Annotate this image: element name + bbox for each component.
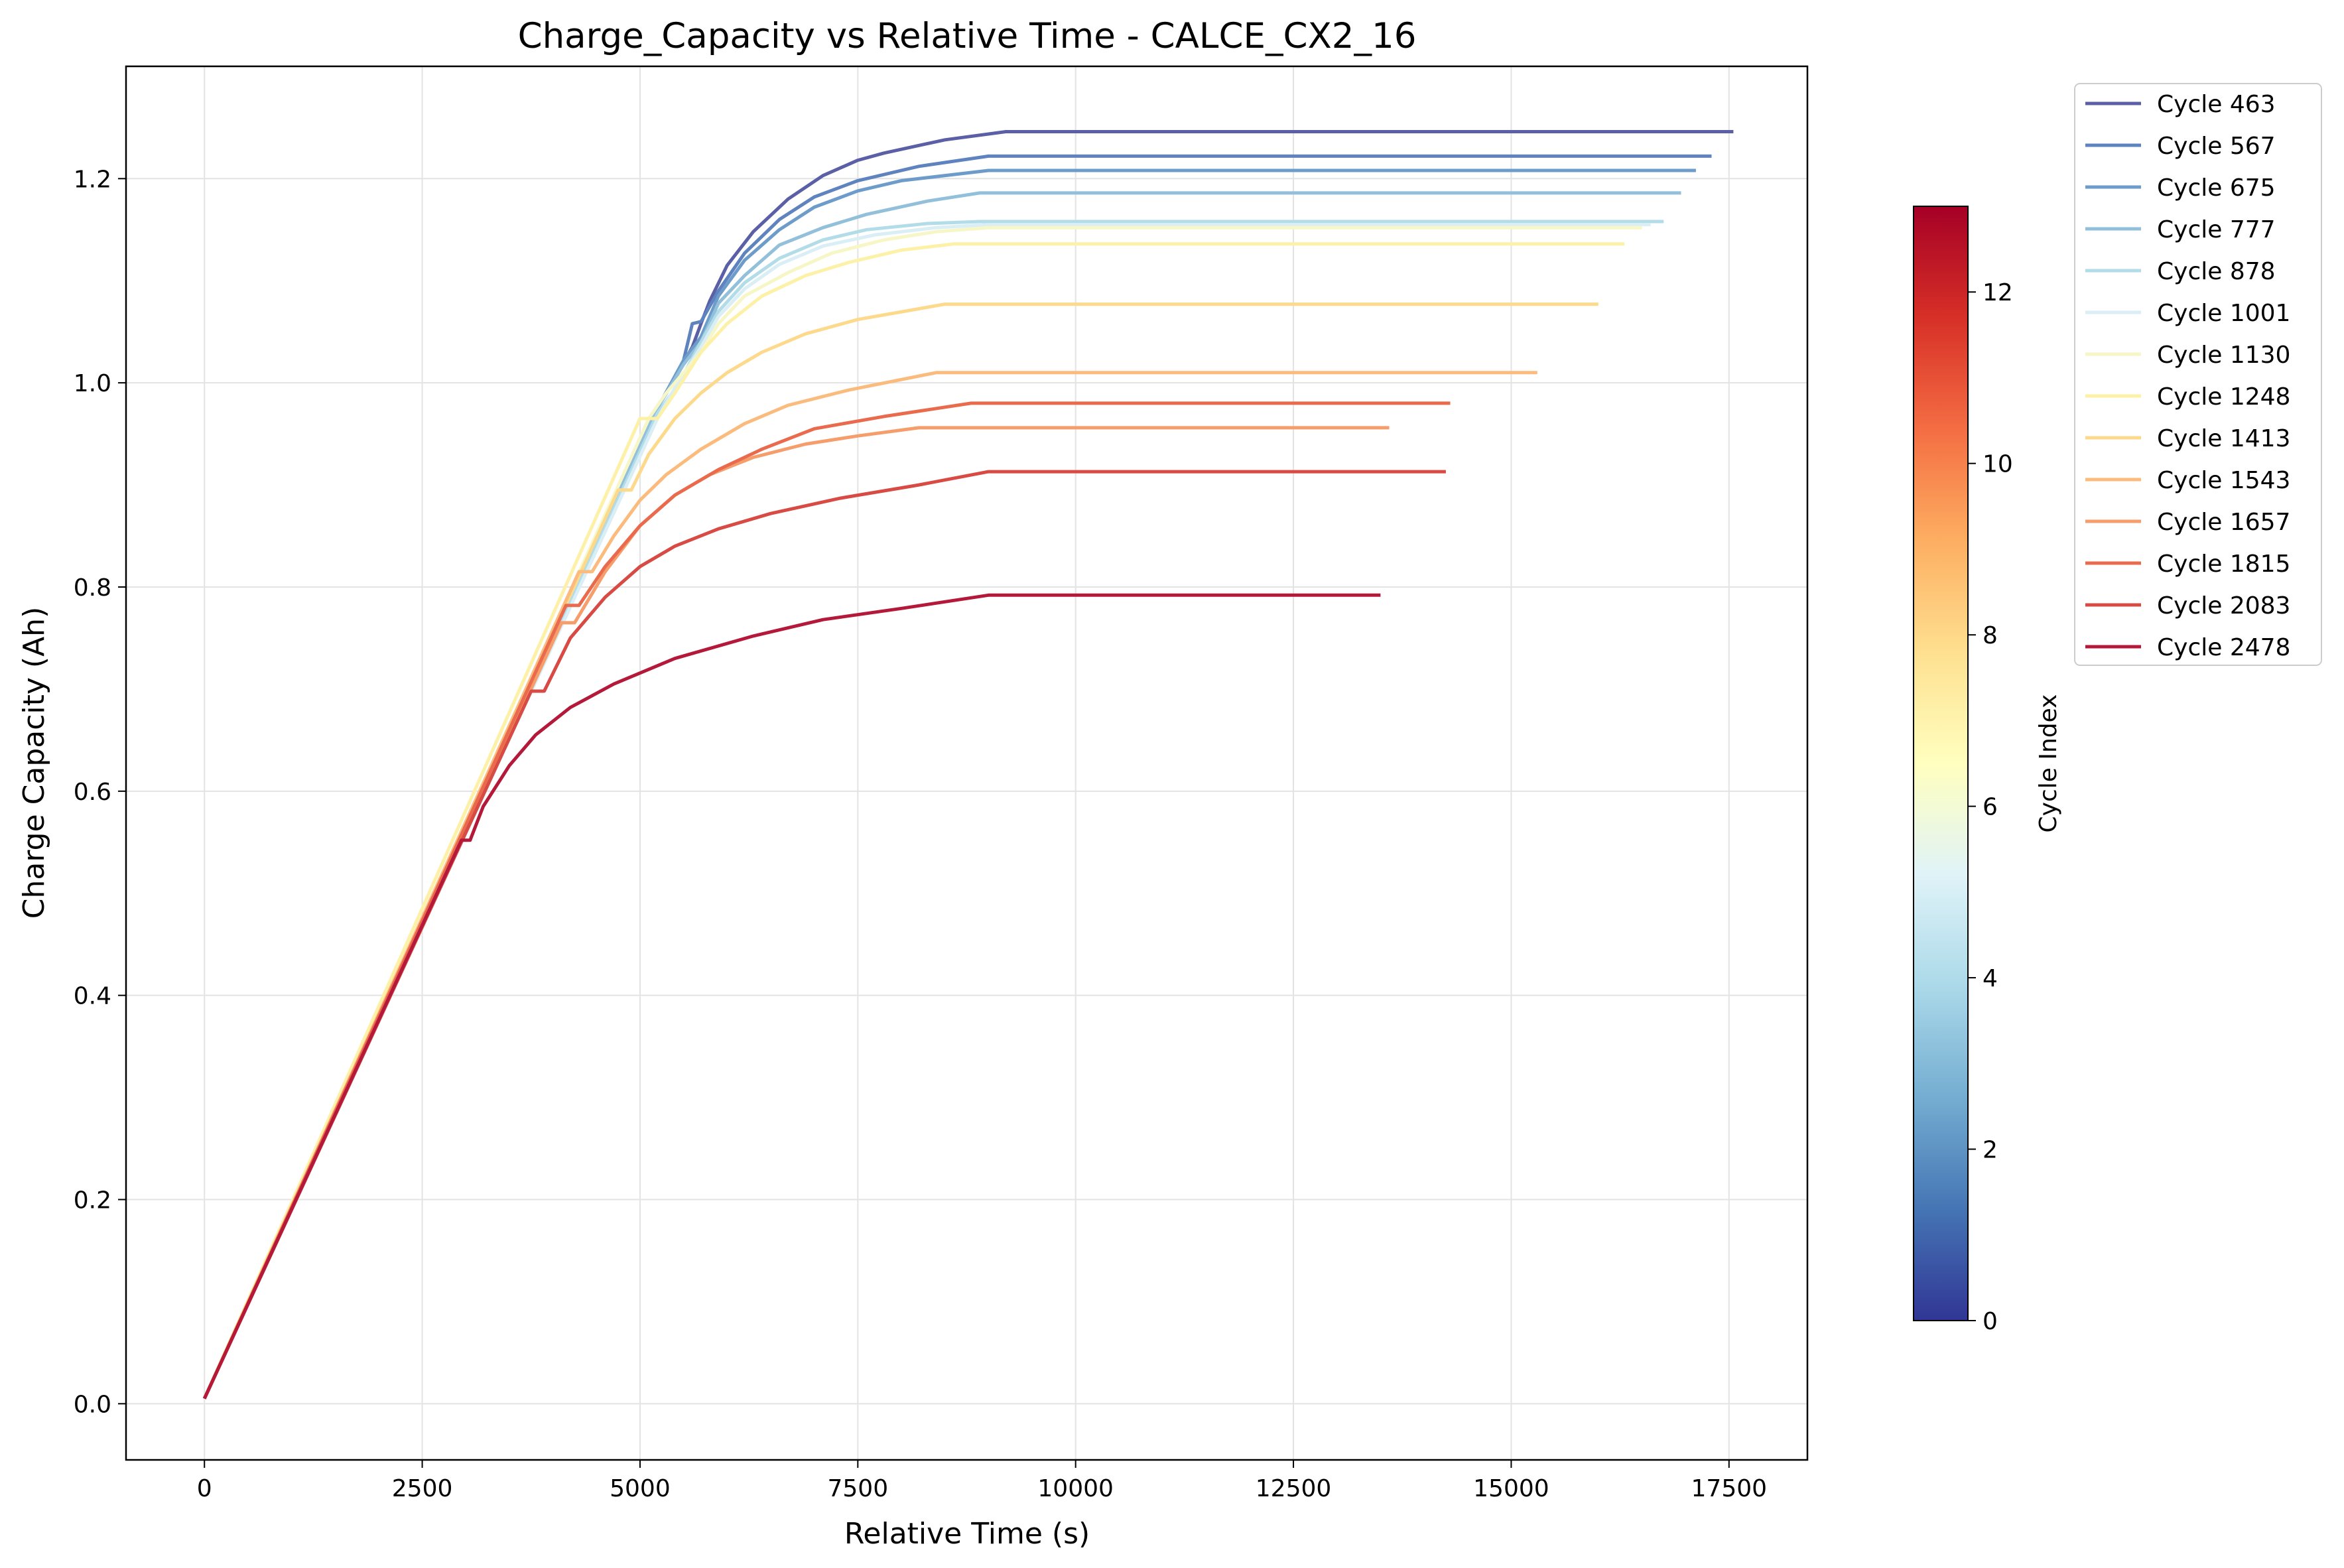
x-tick-label: 17500 bbox=[1691, 1475, 1768, 1502]
legend-entry-label: Cycle 1543 bbox=[2157, 467, 2290, 494]
legend-entry-label: Cycle 2478 bbox=[2157, 634, 2290, 661]
y-tick-label: 0.0 bbox=[74, 1391, 111, 1418]
y-tick-label: 0.4 bbox=[74, 983, 111, 1010]
legend-entry-label: Cycle 567 bbox=[2157, 133, 2276, 160]
gridlines bbox=[126, 66, 1807, 1460]
legend-entry-label: Cycle 1130 bbox=[2157, 342, 2290, 369]
series-line-5 bbox=[202, 223, 1651, 1400]
y-tick-label: 0.2 bbox=[74, 1187, 111, 1214]
y-tick-label: 1.2 bbox=[74, 166, 111, 193]
legend-entry-label: Cycle 1657 bbox=[2157, 509, 2290, 536]
legend-entry-label: Cycle 1248 bbox=[2157, 383, 2290, 411]
x-tick-label: 0 bbox=[197, 1475, 212, 1502]
x-axis-label: Relative Time (s) bbox=[844, 1517, 1090, 1551]
y-axis-ticks: 0.0 0.2 0.4 0.6 0.8 1.0 1.2 bbox=[74, 166, 126, 1418]
series-line-2 bbox=[202, 168, 1696, 1400]
colorbar-tick-label: 6 bbox=[1983, 794, 1998, 821]
legend-entry-label: Cycle 1815 bbox=[2157, 551, 2290, 578]
series-line-6 bbox=[202, 226, 1642, 1400]
legend-entry-label: Cycle 1001 bbox=[2157, 300, 2290, 327]
chart-title: Charge_Capacity vs Relative Time - CALCE… bbox=[518, 16, 1417, 56]
x-tick-label: 12500 bbox=[1256, 1475, 1332, 1502]
y-tick-label: 0.8 bbox=[74, 574, 111, 602]
series-line-12 bbox=[202, 470, 1446, 1400]
legend-entry-label: Cycle 2083 bbox=[2157, 592, 2290, 620]
series-lines bbox=[202, 130, 1734, 1400]
y-tick-label: 0.6 bbox=[74, 779, 111, 806]
colorbar-tick-label: 2 bbox=[1983, 1137, 1998, 1164]
x-axis-ticks: 0 2500 5000 7500 10000 12500 15000 17500 bbox=[197, 1460, 1767, 1502]
colorbar-tick-label: 4 bbox=[1983, 965, 1998, 992]
series-line-8 bbox=[202, 302, 1598, 1400]
series-line-11 bbox=[202, 401, 1451, 1400]
plot-frame bbox=[125, 65, 1809, 1461]
legend-box bbox=[2074, 83, 2322, 666]
legend-entry-label: Cycle 878 bbox=[2157, 258, 2276, 285]
colorbar-tick-label: 8 bbox=[1983, 622, 1998, 649]
colorbar-label: Cycle Index bbox=[2035, 694, 2062, 833]
x-tick-label: 5000 bbox=[610, 1475, 671, 1502]
y-tick-label: 1.0 bbox=[74, 370, 111, 397]
colorbar-tick-label: 10 bbox=[1983, 451, 2013, 478]
legend-entry-label: Cycle 777 bbox=[2157, 216, 2276, 243]
colorbar-tick-label: 12 bbox=[1983, 279, 2013, 306]
legend-entry-label: Cycle 463 bbox=[2157, 91, 2276, 118]
colorbar-tick-label: 0 bbox=[1983, 1308, 1998, 1335]
x-tick-label: 2500 bbox=[392, 1475, 453, 1502]
series-line-0 bbox=[202, 130, 1734, 1400]
series-line-7 bbox=[202, 242, 1625, 1400]
colorbar bbox=[1913, 206, 1969, 1321]
legend-entry-label: Cycle 675 bbox=[2157, 174, 2276, 202]
legend-entry-label: Cycle 1413 bbox=[2157, 425, 2290, 452]
series-line-9 bbox=[202, 371, 1537, 1400]
x-tick-label: 7500 bbox=[828, 1475, 889, 1502]
series-line-3 bbox=[202, 191, 1681, 1400]
x-tick-label: 15000 bbox=[1473, 1475, 1549, 1502]
legend: Cycle 463 Cycle 567 Cycle 675 Cycle 777 Cycl… bbox=[2074, 83, 2322, 666]
colorbar-ticks: 0 2 4 6 8 10 12 bbox=[1968, 279, 2013, 1335]
x-tick-label: 10000 bbox=[1037, 1475, 1114, 1502]
y-axis-label: Charge Capacity (Ah) bbox=[17, 607, 51, 919]
series-line-13 bbox=[202, 593, 1381, 1400]
